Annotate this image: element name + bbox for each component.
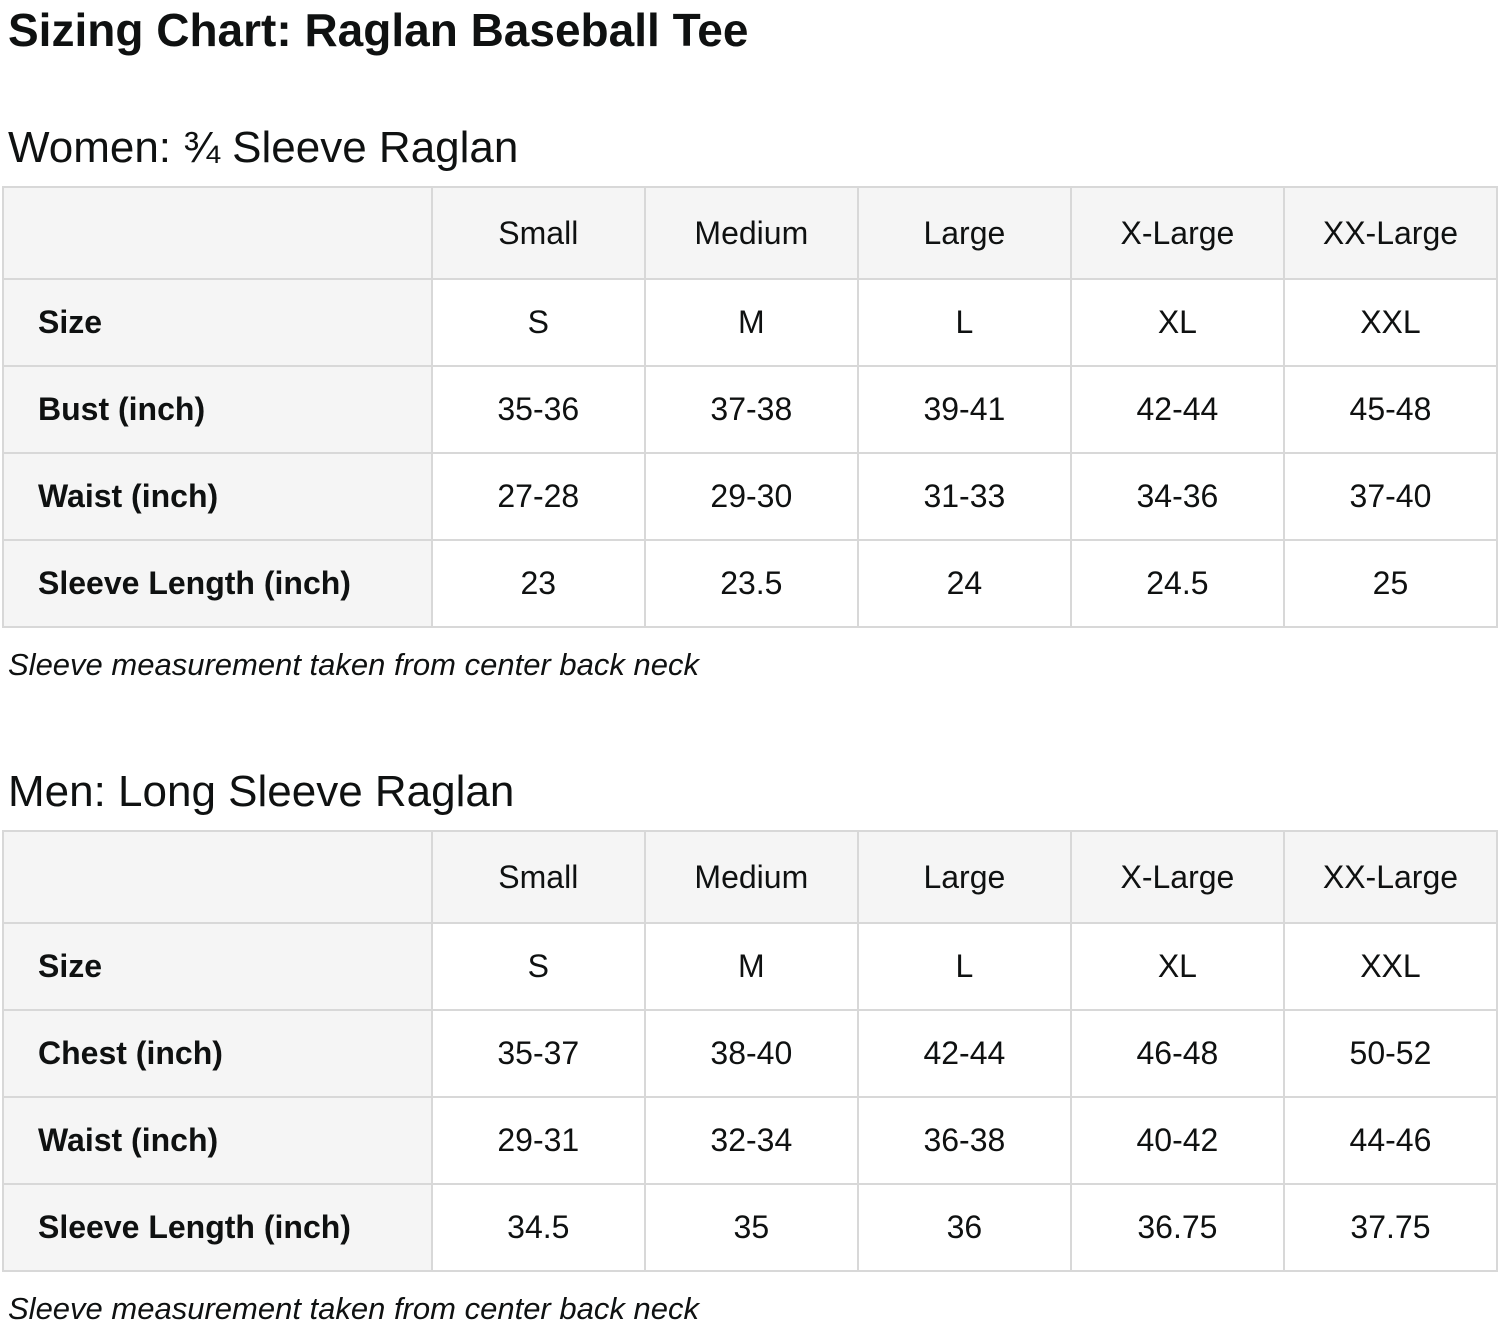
table-row-waist: Waist (inch) 29-31 32-34 36-38 40-42 44-… bbox=[2, 1096, 1499, 1185]
sleeve-measurement-note: Sleeve measurement taken from center bac… bbox=[8, 647, 699, 682]
measurement-cell: 23.5 bbox=[643, 539, 859, 628]
measurement-cell: 34-36 bbox=[1069, 452, 1285, 541]
size-column-header: Large bbox=[856, 186, 1072, 280]
measurement-cell: 29-31 bbox=[430, 1096, 646, 1185]
table-row-waist: Waist (inch) 27-28 29-30 31-33 34-36 37-… bbox=[2, 452, 1499, 541]
corner-cell bbox=[2, 830, 433, 924]
size-column-header: X-Large bbox=[1069, 830, 1285, 924]
measurement-cell: 25 bbox=[1282, 539, 1499, 628]
measurement-cell: 40-42 bbox=[1069, 1096, 1285, 1185]
measurement-cell: 24 bbox=[856, 539, 1072, 628]
size-value-cell: M bbox=[643, 278, 859, 367]
measurement-cell: 50-52 bbox=[1282, 1009, 1499, 1098]
sizing-chart-page: Sizing Chart: Raglan Baseball Tee Women:… bbox=[0, 4, 1500, 1327]
row-label: Sleeve Length (inch) bbox=[2, 539, 433, 628]
measurement-cell: 29-30 bbox=[643, 452, 859, 541]
measurement-cell: 32-34 bbox=[643, 1096, 859, 1185]
row-label: Size bbox=[2, 922, 433, 1011]
size-value-cell: XL bbox=[1069, 922, 1285, 1011]
measurement-cell: 35-36 bbox=[430, 365, 646, 454]
measurement-cell: 36.75 bbox=[1069, 1183, 1285, 1272]
measurement-cell: 39-41 bbox=[856, 365, 1072, 454]
row-label: Waist (inch) bbox=[2, 452, 433, 541]
size-value-cell: L bbox=[856, 922, 1072, 1011]
women-section: Women: ¾ Sleeve Raglan Small Medium Larg… bbox=[2, 122, 1499, 683]
size-value-cell: XXL bbox=[1282, 278, 1499, 367]
measurement-cell: 37.75 bbox=[1282, 1183, 1499, 1272]
measurement-cell: 42-44 bbox=[1069, 365, 1285, 454]
measurement-cell: 35-37 bbox=[430, 1009, 646, 1098]
table-row-bust: Bust (inch) 35-36 37-38 39-41 42-44 45-4… bbox=[2, 365, 1499, 454]
row-label: Size bbox=[2, 278, 433, 367]
size-value-cell: S bbox=[430, 922, 646, 1011]
size-column-header: Medium bbox=[643, 186, 859, 280]
page-title: Sizing Chart: Raglan Baseball Tee bbox=[8, 4, 749, 56]
size-column-header: X-Large bbox=[1069, 186, 1285, 280]
measurement-cell: 42-44 bbox=[856, 1009, 1072, 1098]
size-column-header: Medium bbox=[643, 830, 859, 924]
row-label: Bust (inch) bbox=[2, 365, 433, 454]
measurement-cell: 34.5 bbox=[430, 1183, 646, 1272]
row-label: Chest (inch) bbox=[2, 1009, 433, 1098]
size-value-cell: L bbox=[856, 278, 1072, 367]
table-row-size: Size S M L XL XXL bbox=[2, 278, 1499, 367]
men-size-header-row: Small Medium Large X-Large XX-Large bbox=[2, 830, 1499, 924]
table-row-sleeve-length: Sleeve Length (inch) 23 23.5 24 24.5 25 bbox=[2, 539, 1499, 628]
table-row-chest: Chest (inch) 35-37 38-40 42-44 46-48 50-… bbox=[2, 1009, 1499, 1098]
measurement-cell: 36-38 bbox=[856, 1096, 1072, 1185]
men-section-heading: Men: Long Sleeve Raglan bbox=[8, 767, 515, 816]
size-value-cell: XXL bbox=[1282, 922, 1499, 1011]
size-column-header: XX-Large bbox=[1282, 186, 1499, 280]
corner-cell bbox=[2, 186, 433, 280]
table-row-size: Size S M L XL XXL bbox=[2, 922, 1499, 1011]
men-section: Men: Long Sleeve Raglan Small Medium Lar… bbox=[2, 766, 1499, 1327]
row-label: Waist (inch) bbox=[2, 1096, 433, 1185]
size-column-header: Large bbox=[856, 830, 1072, 924]
size-value-cell: S bbox=[430, 278, 646, 367]
measurement-cell: 35 bbox=[643, 1183, 859, 1272]
measurement-cell: 37-38 bbox=[643, 365, 859, 454]
measurement-cell: 37-40 bbox=[1282, 452, 1499, 541]
size-column-header: Small bbox=[430, 830, 646, 924]
sleeve-measurement-note: Sleeve measurement taken from center bac… bbox=[8, 1291, 699, 1326]
measurement-cell: 36 bbox=[856, 1183, 1072, 1272]
measurement-cell: 27-28 bbox=[430, 452, 646, 541]
measurement-cell: 24.5 bbox=[1069, 539, 1285, 628]
measurement-cell: 44-46 bbox=[1282, 1096, 1499, 1185]
measurement-cell: 23 bbox=[430, 539, 646, 628]
size-column-header: XX-Large bbox=[1282, 830, 1499, 924]
measurement-cell: 46-48 bbox=[1069, 1009, 1285, 1098]
size-value-cell: M bbox=[643, 922, 859, 1011]
size-column-header: Small bbox=[430, 186, 646, 280]
row-label: Sleeve Length (inch) bbox=[2, 1183, 433, 1272]
women-size-header-row: Small Medium Large X-Large XX-Large bbox=[2, 186, 1499, 280]
table-row-sleeve-length: Sleeve Length (inch) 34.5 35 36 36.75 37… bbox=[2, 1183, 1499, 1272]
measurement-cell: 31-33 bbox=[856, 452, 1072, 541]
men-sizing-table: Small Medium Large X-Large XX-Large Size… bbox=[2, 830, 1499, 1272]
women-section-heading: Women: ¾ Sleeve Raglan bbox=[8, 123, 519, 172]
measurement-cell: 38-40 bbox=[643, 1009, 859, 1098]
women-sizing-table: Small Medium Large X-Large XX-Large Size… bbox=[2, 186, 1499, 628]
size-value-cell: XL bbox=[1069, 278, 1285, 367]
measurement-cell: 45-48 bbox=[1282, 365, 1499, 454]
